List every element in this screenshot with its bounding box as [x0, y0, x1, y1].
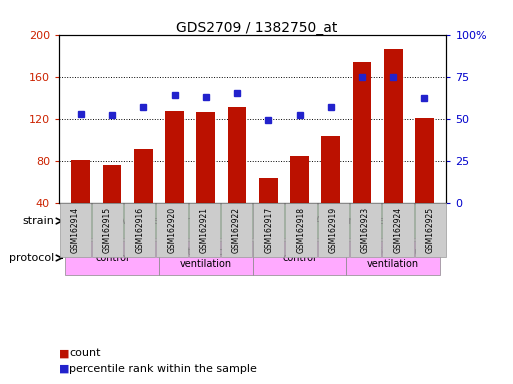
Text: VALI sensitive: VALI sensitive — [308, 216, 385, 226]
FancyBboxPatch shape — [253, 242, 346, 275]
Text: protocol: protocol — [9, 253, 54, 263]
Text: GSM162923: GSM162923 — [361, 207, 370, 253]
Bar — [71, 159, 90, 245]
Text: GSM162918: GSM162918 — [297, 207, 306, 253]
Text: GSM162921: GSM162921 — [200, 207, 209, 253]
Bar — [321, 136, 340, 245]
Text: GSM162924: GSM162924 — [393, 207, 402, 253]
Text: ■: ■ — [59, 348, 69, 358]
Bar — [259, 179, 278, 245]
FancyBboxPatch shape — [65, 242, 159, 275]
Text: GSM162920: GSM162920 — [167, 207, 176, 253]
Bar — [103, 165, 122, 245]
Text: percentile rank within the sample: percentile rank within the sample — [69, 364, 257, 374]
Text: GSM162925: GSM162925 — [426, 207, 435, 253]
Text: high tidal volume
ventilation: high tidal volume ventilation — [163, 247, 248, 269]
Text: VALI resistant: VALI resistant — [121, 216, 197, 226]
Bar — [228, 107, 246, 245]
FancyBboxPatch shape — [346, 242, 440, 275]
FancyBboxPatch shape — [159, 242, 253, 275]
Text: control: control — [283, 253, 317, 263]
Text: GSM162922: GSM162922 — [232, 207, 241, 253]
Bar — [290, 156, 309, 245]
Bar — [415, 118, 434, 245]
Text: high tidal volume
ventilation: high tidal volume ventilation — [350, 247, 436, 269]
Bar — [165, 111, 184, 245]
Bar — [196, 112, 215, 245]
Text: count: count — [69, 348, 101, 358]
Text: GSM162916: GSM162916 — [135, 207, 144, 253]
Text: ■: ■ — [59, 364, 69, 374]
Bar — [384, 49, 403, 245]
Text: GDS2709 / 1382750_at: GDS2709 / 1382750_at — [176, 21, 337, 35]
Text: GSM162917: GSM162917 — [264, 207, 273, 253]
Text: GSM162919: GSM162919 — [329, 207, 338, 253]
FancyBboxPatch shape — [253, 204, 440, 238]
Text: GSM162914: GSM162914 — [71, 207, 80, 253]
Bar — [352, 62, 371, 245]
Text: control: control — [95, 253, 129, 263]
FancyBboxPatch shape — [65, 204, 253, 238]
Text: GSM162915: GSM162915 — [103, 207, 112, 253]
Text: strain: strain — [22, 216, 54, 226]
Bar — [134, 149, 153, 245]
